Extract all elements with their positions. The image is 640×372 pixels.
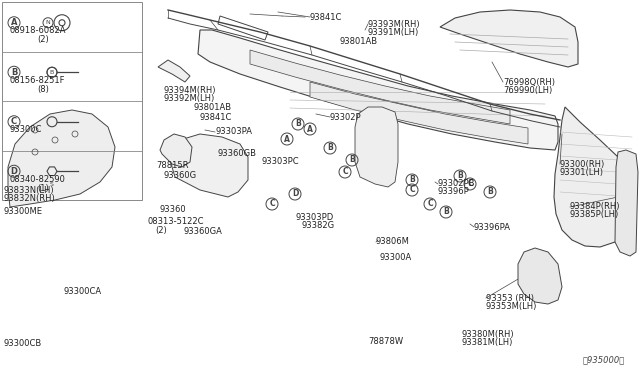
Text: 93394M(RH): 93394M(RH) <box>163 86 216 94</box>
Text: C: C <box>467 180 473 189</box>
Text: 93391M(LH): 93391M(LH) <box>368 28 419 36</box>
Text: 93360GB: 93360GB <box>218 150 257 158</box>
Text: 769990(LH): 769990(LH) <box>503 86 552 94</box>
Text: 93301(LH): 93301(LH) <box>560 167 604 176</box>
Polygon shape <box>615 150 638 256</box>
Text: 93392M(LH): 93392M(LH) <box>163 93 214 103</box>
Polygon shape <box>355 107 398 187</box>
Polygon shape <box>250 50 510 124</box>
Text: 93360G: 93360G <box>163 171 196 180</box>
Text: 93300(RH): 93300(RH) <box>560 160 605 169</box>
Text: C: C <box>11 117 17 126</box>
Text: 08313-5122C: 08313-5122C <box>148 218 205 227</box>
Text: C: C <box>342 167 348 176</box>
Text: 93300A: 93300A <box>380 253 412 262</box>
Text: C: C <box>409 186 415 195</box>
Text: 08340-82590: 08340-82590 <box>10 175 66 184</box>
Text: B: B <box>11 68 17 77</box>
Polygon shape <box>554 107 635 247</box>
Text: B: B <box>295 119 301 128</box>
Polygon shape <box>158 60 190 82</box>
Text: 93302P: 93302P <box>330 112 362 122</box>
Text: 76998Q(RH): 76998Q(RH) <box>503 77 555 87</box>
Text: (2): (2) <box>155 225 167 234</box>
Text: 93801AB: 93801AB <box>340 38 378 46</box>
Text: 93353M(LH): 93353M(LH) <box>486 302 538 311</box>
Text: 08156-8251F: 08156-8251F <box>10 76 65 85</box>
Text: 93384P(RH): 93384P(RH) <box>570 202 621 212</box>
Text: 93300CB: 93300CB <box>3 340 41 349</box>
Text: 93353 (RH): 93353 (RH) <box>486 294 534 302</box>
Text: B: B <box>457 171 463 180</box>
Text: 93396P: 93396P <box>438 187 470 196</box>
Text: 93303PD: 93303PD <box>296 212 334 221</box>
Text: B: B <box>349 155 355 164</box>
Polygon shape <box>160 134 192 167</box>
Text: B: B <box>443 208 449 217</box>
Text: 78878W: 78878W <box>368 337 403 346</box>
Bar <box>2 2 142 200</box>
Text: B: B <box>487 187 493 196</box>
Text: C: C <box>427 199 433 208</box>
Text: 93300ME: 93300ME <box>3 208 42 217</box>
Text: 93833N(LH): 93833N(LH) <box>3 186 54 195</box>
Text: B: B <box>327 144 333 153</box>
Text: 93396PA: 93396PA <box>474 222 511 231</box>
Text: 93806M: 93806M <box>376 237 410 247</box>
Text: (8): (8) <box>37 85 49 94</box>
Text: 93302PB: 93302PB <box>438 180 476 189</box>
Polygon shape <box>310 82 528 144</box>
Polygon shape <box>170 134 248 197</box>
Text: 93360GA: 93360GA <box>183 228 222 237</box>
Text: 93382G: 93382G <box>302 221 335 230</box>
Text: 93380M(RH): 93380M(RH) <box>462 330 515 339</box>
Text: 93832N(RH): 93832N(RH) <box>3 193 55 202</box>
Text: A: A <box>307 125 313 134</box>
Text: N: N <box>45 20 51 25</box>
Text: 93300CA: 93300CA <box>63 288 101 296</box>
Text: A: A <box>284 135 290 144</box>
Text: (2): (2) <box>37 35 49 44</box>
Text: D: D <box>10 167 17 176</box>
Text: 93841C: 93841C <box>200 112 232 122</box>
Text: S: S <box>50 182 54 187</box>
Text: (1): (1) <box>37 184 49 193</box>
Text: B: B <box>50 70 54 75</box>
Text: 08918-6082A: 08918-6082A <box>10 26 67 35</box>
Text: 93300C: 93300C <box>10 125 42 134</box>
Polygon shape <box>518 248 562 304</box>
Text: 〈935000〉: 〈935000〉 <box>583 355 625 364</box>
Polygon shape <box>8 110 115 207</box>
Text: A: A <box>11 18 17 27</box>
Text: 93393M(RH): 93393M(RH) <box>368 19 420 29</box>
Text: 93801AB: 93801AB <box>193 103 231 112</box>
Text: D: D <box>292 189 298 199</box>
Text: C: C <box>269 199 275 208</box>
Text: 93381M(LH): 93381M(LH) <box>462 339 513 347</box>
Text: B: B <box>409 176 415 185</box>
Text: 78815R: 78815R <box>156 161 189 170</box>
Polygon shape <box>198 30 558 150</box>
Text: 93841C: 93841C <box>310 13 342 22</box>
Text: 93385P(LH): 93385P(LH) <box>570 211 620 219</box>
Text: 93303PC: 93303PC <box>262 157 300 167</box>
Text: 93303PA: 93303PA <box>215 128 252 137</box>
Polygon shape <box>440 10 578 67</box>
Text: 93360: 93360 <box>159 205 186 215</box>
